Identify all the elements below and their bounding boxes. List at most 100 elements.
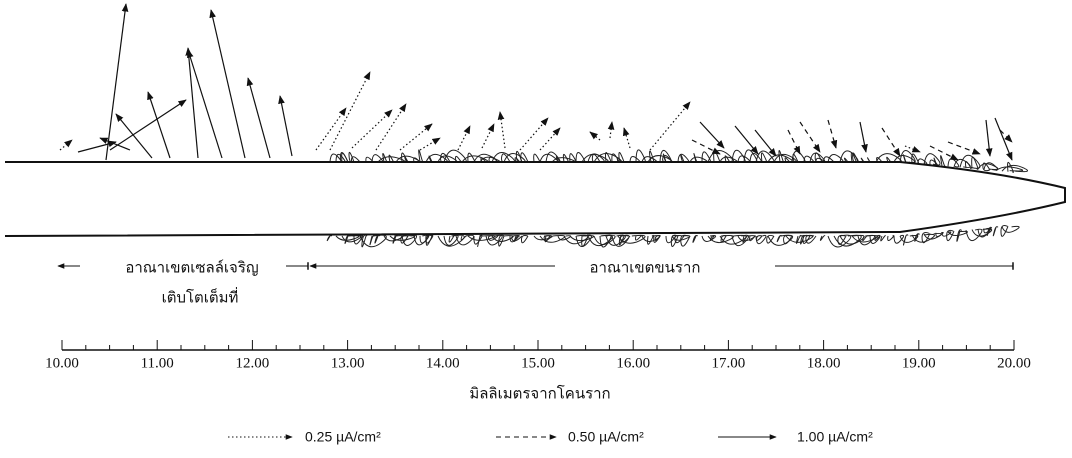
root-hair	[971, 156, 979, 170]
current-vector	[994, 117, 1013, 161]
root-hair	[742, 234, 748, 243]
root-hair	[326, 235, 333, 242]
root-hair	[946, 229, 955, 242]
root-hair	[766, 234, 775, 244]
root-hair	[737, 235, 756, 242]
current-vector	[399, 123, 433, 151]
zone-label: อาณาเขตเซลล์เจริญ	[125, 259, 258, 277]
root-hair	[477, 234, 483, 247]
tick-label: 18.00	[807, 355, 841, 371]
root-hair	[511, 235, 523, 242]
root-hair	[599, 234, 612, 248]
root-hair	[487, 235, 499, 241]
current-vector	[827, 119, 838, 149]
root-hair	[977, 163, 999, 170]
tick-label: 20.00	[997, 355, 1031, 371]
root-hair	[520, 234, 529, 244]
root-hair	[369, 234, 375, 246]
root-hair	[670, 234, 679, 248]
root-hair	[575, 234, 592, 248]
tick-label: 17.00	[712, 355, 746, 371]
current-vector	[481, 123, 495, 149]
current-vector	[787, 129, 801, 155]
root-hair	[383, 235, 404, 242]
root-hair	[353, 234, 364, 245]
current-vector	[329, 71, 371, 151]
root-hair	[921, 232, 931, 244]
current-vector	[109, 99, 187, 151]
current-vector	[859, 121, 868, 153]
tick-label: 14.00	[426, 355, 460, 371]
axis-label: มิลลิเมตรจากโคนราก	[469, 385, 610, 403]
root-hair	[557, 235, 572, 241]
current-vector	[77, 140, 117, 153]
root-hair	[425, 234, 433, 246]
root-hair	[947, 230, 968, 237]
root-hair	[887, 235, 895, 241]
root-hair	[923, 153, 941, 166]
legend-label: 0.50 µA/cm²	[568, 429, 644, 445]
root-hair	[965, 228, 983, 242]
current-vector	[699, 121, 725, 149]
root-hair	[647, 234, 654, 245]
root-hair	[581, 234, 589, 247]
root-hair	[964, 161, 972, 169]
current-vector	[622, 127, 631, 149]
current-vector	[519, 117, 549, 151]
current-vector	[419, 137, 441, 151]
root-hair	[619, 235, 631, 243]
root-hair	[914, 233, 920, 242]
root-hair	[893, 234, 905, 244]
current-vector	[947, 141, 981, 155]
root-hair	[755, 234, 767, 245]
current-vector	[497, 111, 506, 149]
current-vectors	[59, 3, 1013, 161]
root-hair	[443, 234, 459, 246]
root-hair	[986, 226, 993, 237]
root-hair	[1001, 164, 1029, 173]
root-hair	[862, 235, 868, 242]
root-hair	[902, 234, 909, 246]
root-hair	[498, 234, 505, 247]
root-hair	[593, 234, 616, 246]
root-hair	[941, 231, 952, 237]
root-hair	[819, 235, 826, 241]
current-vector	[99, 137, 131, 151]
root-hair	[947, 158, 960, 168]
root-hair	[776, 235, 783, 243]
tick-label: 19.00	[902, 355, 936, 371]
current-vector	[278, 95, 293, 157]
current-vector	[105, 3, 129, 161]
current-vector	[185, 47, 199, 159]
root-hair	[995, 166, 1024, 172]
root-hair	[460, 235, 467, 241]
root-hair	[800, 234, 806, 245]
tick-label: 11.00	[141, 355, 174, 371]
root-hair	[923, 232, 942, 240]
current-vector	[999, 129, 1013, 143]
root-hair	[935, 231, 944, 238]
root-hair	[731, 234, 750, 247]
root-hair	[400, 234, 409, 244]
root-hair	[899, 234, 919, 243]
current-vector	[799, 121, 821, 153]
root-hair	[992, 226, 999, 237]
root-hair	[634, 235, 642, 241]
root-outline	[4, 161, 1066, 237]
legend-label: 0.25 µA/cm²	[305, 429, 381, 445]
root-hair	[805, 234, 817, 244]
current-vector	[315, 107, 347, 151]
root-hair	[720, 235, 727, 243]
root-hair	[874, 235, 881, 241]
legend: 0.25 µA/cm² 0.50 µA/cm² 1.00 µA/cm²	[228, 429, 873, 445]
root-hair	[880, 235, 886, 242]
current-vector	[187, 49, 223, 159]
root-hair	[401, 234, 418, 246]
root-hair	[455, 234, 475, 246]
root-hair	[692, 235, 699, 243]
current-vector	[115, 113, 153, 159]
current-vector	[59, 139, 73, 151]
root-hair	[680, 234, 691, 247]
current-vector	[351, 109, 393, 149]
